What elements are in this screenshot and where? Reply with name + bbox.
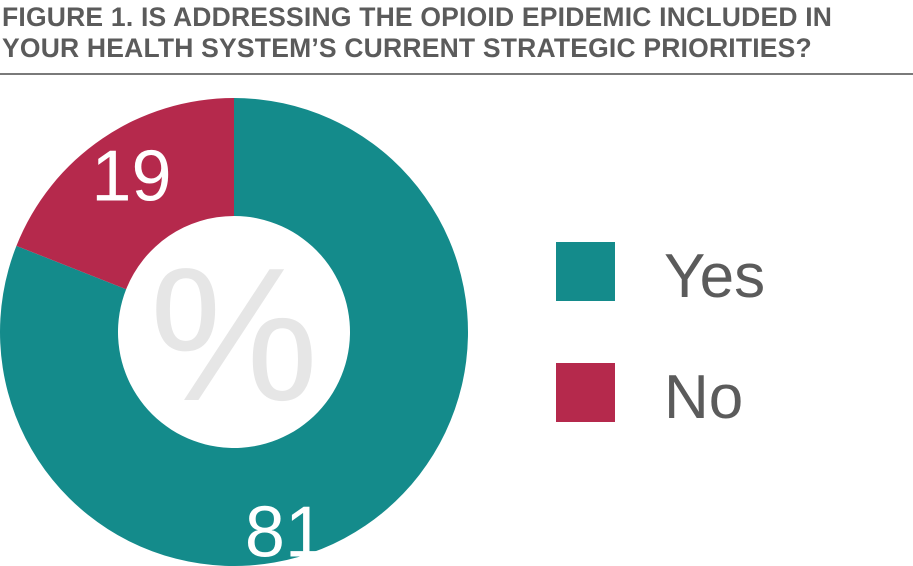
chart-title: FIGURE 1. IS ADDRESSING THE OPIOID EPIDE… [2, 2, 833, 63]
legend-swatch-yes [556, 242, 615, 301]
center-percent-label: % [150, 229, 319, 441]
legend-swatch-no [556, 363, 615, 422]
slice-no [16, 98, 235, 290]
slice-value-labels: 81 19 [91, 136, 325, 566]
slice-yes [0, 98, 469, 566]
legend: Yes No [556, 242, 765, 432]
slice-value-yes: 81 [245, 493, 325, 566]
donut-slices [0, 98, 469, 566]
legend-label-no: No [664, 363, 743, 432]
slice-value-no: 19 [91, 136, 171, 216]
title-divider [0, 73, 913, 75]
legend-label-yes: Yes [664, 242, 765, 311]
